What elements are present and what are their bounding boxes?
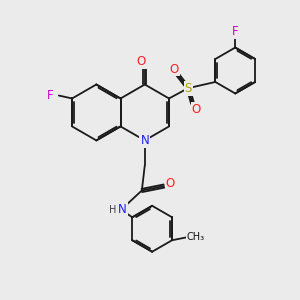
Text: O: O bbox=[136, 55, 146, 68]
Text: F: F bbox=[47, 89, 54, 102]
Text: N: N bbox=[140, 134, 149, 147]
Text: H: H bbox=[109, 205, 116, 214]
Text: O: O bbox=[166, 177, 175, 190]
Text: CH₃: CH₃ bbox=[187, 232, 205, 242]
Text: O: O bbox=[191, 103, 201, 116]
Text: N: N bbox=[118, 203, 127, 216]
Text: S: S bbox=[184, 82, 192, 95]
Text: F: F bbox=[232, 25, 238, 38]
Text: O: O bbox=[170, 62, 179, 76]
